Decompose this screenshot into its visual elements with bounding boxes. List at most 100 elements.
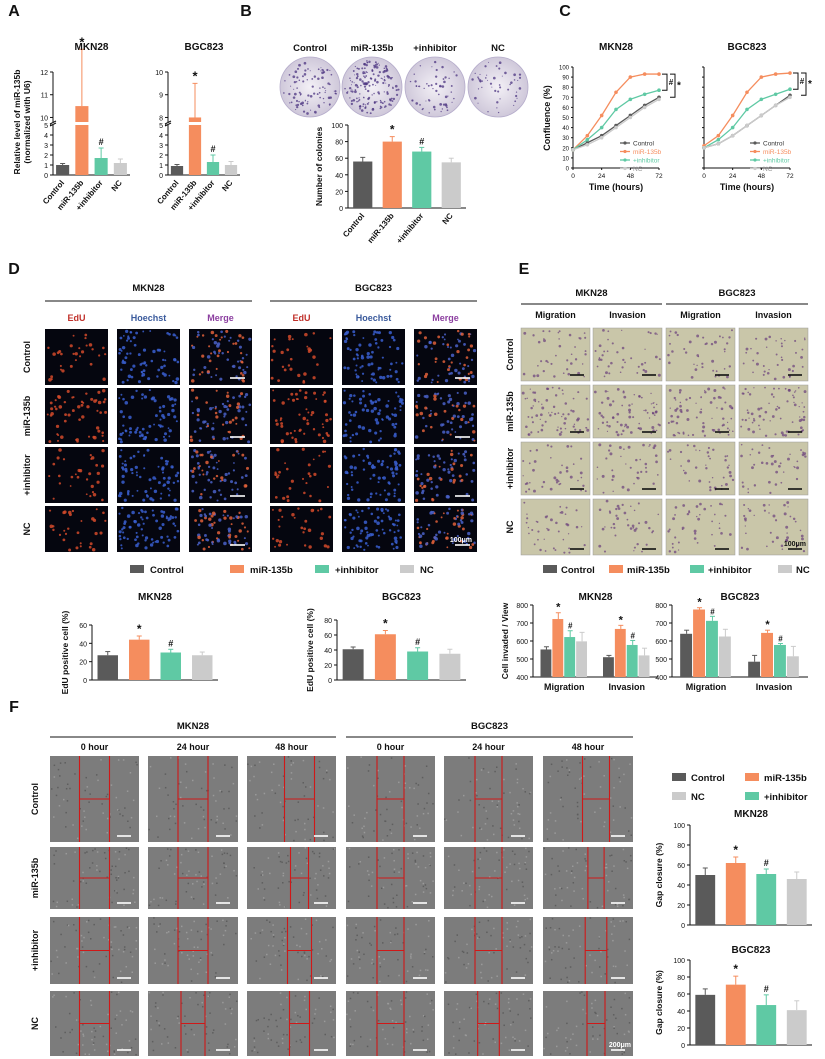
D-cell-dot (289, 431, 293, 435)
F-texture-dot (598, 966, 601, 968)
D-cell-dot (238, 334, 242, 338)
F-texture-dot (599, 807, 602, 810)
F-texture-dot (392, 901, 395, 904)
D-cell-dot (239, 352, 243, 355)
C-BGC823-x-tick-label: 24 (729, 173, 737, 180)
F-texture-dot (585, 964, 588, 967)
F-texture-dot (113, 1051, 116, 1053)
E-MKN28-bar-NC (576, 641, 587, 677)
E-cell-dot (720, 407, 724, 411)
F-texture-dot (630, 859, 632, 862)
D-cell-dot (193, 368, 196, 372)
D-cell-dot (463, 380, 467, 384)
D-channel-label: Hoechst (131, 313, 167, 323)
B-colony-dot (296, 76, 299, 79)
B-y-tick-label: 80 (335, 140, 343, 147)
F-texture-dot (621, 1050, 623, 1052)
E-cell-dot (522, 372, 526, 376)
F-texture-dot (122, 814, 124, 817)
F-texture-dot (607, 889, 609, 892)
F-texture-dot (614, 887, 617, 890)
D-micrograph (189, 388, 252, 444)
E-cell-dot (669, 458, 672, 460)
D-cell-dot (121, 345, 126, 350)
F-texture-dot (85, 828, 87, 831)
E-cell-dot (639, 458, 642, 461)
C-MKN28-point-NC (657, 97, 661, 102)
F-cell-line-label: BGC823 (471, 721, 508, 732)
E-cell-dot (557, 426, 559, 428)
D-cell-dot (447, 400, 451, 404)
B-colony-dot (365, 75, 368, 77)
D-cell-dot (398, 513, 401, 517)
D-cell-dot (348, 419, 352, 422)
D-cell-dot (196, 413, 200, 417)
E-MKN28-bar-Control (603, 657, 614, 677)
D-cell-dot (440, 516, 443, 519)
D-cell-dot (241, 417, 245, 421)
D-cell-dot (307, 411, 310, 414)
E-cell-dot (537, 530, 540, 533)
D-cell-dot (101, 431, 104, 434)
E-cell-dot (564, 402, 568, 405)
F-texture-dot (470, 1007, 472, 1010)
C-y-label: Confluence (%) (542, 85, 552, 151)
D-cell-dot (74, 359, 77, 362)
F-texture-dot (76, 906, 78, 908)
E-MKN28-title: MKN28 (579, 592, 613, 603)
D-cell-dot (375, 545, 379, 548)
F-texture-dot (294, 869, 296, 871)
D-cell-dot (215, 367, 218, 370)
E-cell-dot (710, 504, 712, 507)
D-cell-dot (416, 454, 420, 458)
F-texture-dot (67, 924, 70, 927)
E-cell-dot (799, 416, 801, 418)
E-cell-dot (764, 410, 768, 414)
F-texture-dot (315, 872, 317, 875)
D-cell-dot (228, 541, 232, 545)
D-cell-dot (450, 353, 455, 358)
E-cell-dot (563, 551, 566, 554)
F-texture-dot (393, 868, 396, 871)
F-texture-dot (413, 787, 415, 790)
F-texture-dot (212, 794, 215, 797)
F-texture-dot (578, 778, 581, 780)
A-BGC823-title: BGC823 (185, 42, 224, 53)
E-cell-dot (786, 400, 789, 403)
F-texture-dot (83, 810, 85, 812)
E-cell-dot (711, 520, 714, 523)
F-texture-dot (389, 1007, 391, 1010)
F-texture-dot (126, 790, 129, 792)
F-texture-dot (263, 1017, 265, 1019)
F-texture-dot (359, 958, 361, 961)
E-cell-dot (580, 476, 583, 479)
C-BGC823-point-miR-135b (730, 113, 735, 118)
C-MKN28-legend-marker (623, 166, 627, 171)
F-texture-dot (561, 899, 563, 902)
D-cell-dot (213, 477, 216, 480)
D-cell-dot (216, 342, 221, 346)
B-dish-label: Control (293, 43, 327, 54)
F-texture-dot (164, 962, 166, 964)
D-cell-dot (84, 336, 87, 340)
D-cell-dot (138, 475, 142, 479)
F-texture-dot (618, 1047, 621, 1049)
D-cell-dot (355, 509, 358, 512)
F-texture-dot (367, 895, 370, 897)
F-texture-dot (487, 771, 490, 774)
D-cell-dot (433, 394, 437, 398)
B-colony-dot (334, 92, 337, 95)
D-legend-swatch (315, 565, 329, 573)
D-cell-dot (174, 516, 177, 519)
F-texture-dot (401, 806, 403, 809)
F-texture-dot (263, 1030, 265, 1032)
D-cell-dot (246, 366, 249, 369)
F-texture-dot (594, 1011, 596, 1014)
F-texture-dot (509, 940, 511, 943)
F-texture-dot (358, 863, 360, 865)
E-cell-dot (764, 337, 768, 341)
B-colony-dot (477, 102, 479, 104)
F-texture-dot (205, 923, 207, 926)
B-colony-dot (354, 74, 356, 76)
F-texture-dot (52, 996, 54, 998)
